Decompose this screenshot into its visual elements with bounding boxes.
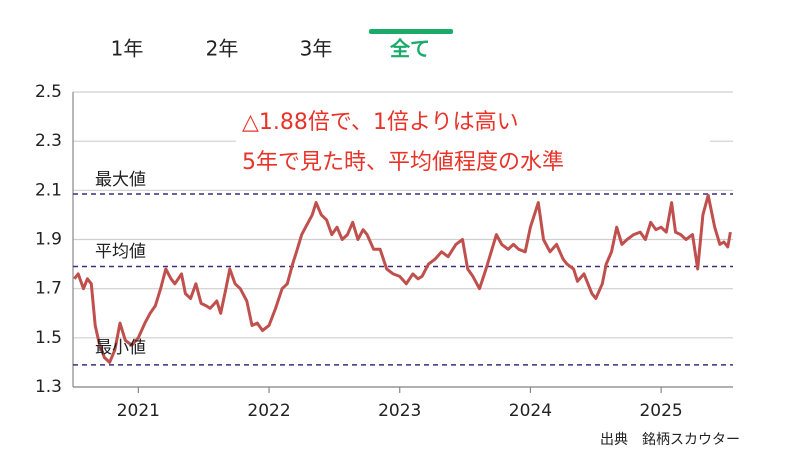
annotation: 5年で見た時、平均値程度の水準 [242,150,564,175]
reference-label: 最小値 [95,338,146,358]
x-tick-label: 2024 [509,401,552,421]
y-tick-label: 2.5 [35,82,62,102]
data-line [73,193,732,364]
y-tick-label: 1.5 [35,328,62,348]
x-tick-label: 2022 [247,401,290,421]
reference-label: 平均値 [95,242,146,262]
tab-indicator [369,29,453,34]
tab[interactable]: 3年 [300,37,333,61]
y-tick-label: 1.3 [35,377,62,397]
tab[interactable]: 1年 [111,37,144,61]
x-tick-label: 2025 [639,401,682,421]
annotation-background [236,102,710,180]
tab[interactable]: 2年 [206,37,239,61]
source: 出典 銘柄スカウター [600,432,740,448]
reference-label: 最大値 [95,170,146,190]
y-tick-label: 2.1 [35,180,62,200]
annotation: △1.88倍で、1倍よりは高い [242,110,519,135]
y-tick-label: 1.7 [35,279,62,299]
x-tick-label: 2023 [378,401,421,421]
tab[interactable]: 全て [389,37,430,61]
x-tick-label: 2021 [117,401,160,421]
y-tick-label: 2.3 [35,131,62,151]
y-tick-label: 1.9 [35,230,62,250]
